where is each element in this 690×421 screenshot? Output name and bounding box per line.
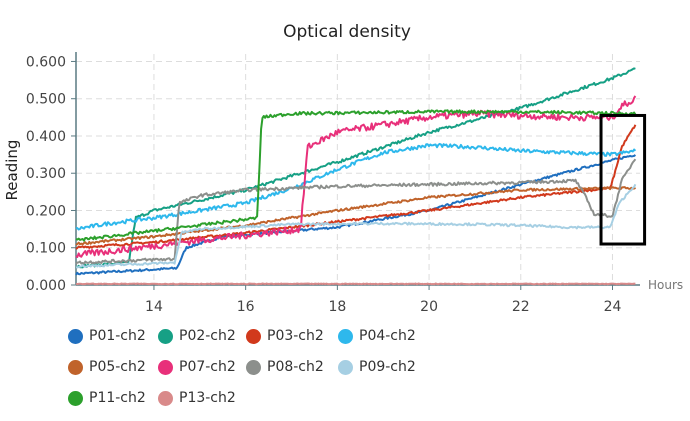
legend-item-P05-ch2[interactable]: P05-ch2: [68, 359, 146, 375]
grid: [76, 54, 640, 286]
legend-label: P01-ch2: [89, 328, 146, 344]
y-tick-label: 0.100: [26, 241, 66, 257]
series-line-P03-ch2: [75, 124, 637, 250]
x-tick-label: 16: [237, 299, 255, 315]
legend-marker-icon: [158, 359, 173, 375]
series-line-P01-ch2: [75, 154, 637, 276]
x-tick-label: 24: [604, 299, 622, 315]
legend-label: P04-ch2: [359, 328, 416, 344]
legend-marker-icon: [158, 390, 173, 406]
legend-label: P08-ch2: [267, 359, 324, 375]
x-tick-label: 22: [512, 299, 530, 315]
legend-label: P02-ch2: [179, 328, 236, 344]
legend-label: P11-ch2: [89, 390, 146, 406]
series-line-P09-ch2: [75, 183, 637, 269]
x-tick-label: 20: [420, 299, 438, 315]
legend-marker-icon: [68, 359, 83, 375]
y-tick-label: 0.600: [26, 54, 66, 70]
legend-marker-icon: [338, 359, 353, 375]
x-tick-labels: 14 16 18 20 22 24: [145, 299, 621, 315]
series-line-P07-ch2: [75, 95, 637, 258]
y-tick-labels: 0.000 0.100 0.200 0.300 0.400 0.500 0.600: [26, 54, 66, 294]
x-tick-label: 18: [328, 299, 346, 315]
legend-item-P13-ch2[interactable]: P13-ch2: [158, 390, 236, 406]
legend-marker-icon: [246, 328, 261, 344]
y-axis-label: Reading: [3, 140, 21, 201]
legend-item-P04-ch2[interactable]: P04-ch2: [338, 328, 416, 344]
y-tick-label: 0.200: [26, 203, 66, 219]
legend-label: P05-ch2: [89, 359, 146, 375]
series-lines: [75, 67, 637, 286]
chart-title: Optical density: [283, 22, 411, 42]
legend-marker-icon: [68, 328, 83, 344]
legend-item-P11-ch2[interactable]: P11-ch2: [68, 390, 146, 406]
series-line-P13-ch2: [75, 282, 636, 286]
series-line-P02-ch2: [75, 67, 636, 269]
legend-label: P03-ch2: [267, 328, 324, 344]
x-axis-label: Hours: [648, 278, 683, 292]
legend-label: P13-ch2: [179, 390, 236, 406]
series-line-P05-ch2: [75, 186, 637, 246]
legend-item-P08-ch2[interactable]: P08-ch2: [246, 359, 324, 375]
legend-item-P07-ch2[interactable]: P07-ch2: [158, 359, 236, 375]
axes: [71, 52, 640, 290]
legend-marker-icon: [338, 328, 353, 344]
legend-item-P03-ch2[interactable]: P03-ch2: [246, 328, 324, 344]
legend-item-P01-ch2[interactable]: P01-ch2: [68, 328, 146, 344]
legend-item-P02-ch2[interactable]: P02-ch2: [158, 328, 236, 344]
y-tick-label: 0.000: [26, 278, 66, 294]
y-tick-label: 0.300: [26, 166, 66, 182]
legend-marker-icon: [246, 359, 261, 375]
series-line-P04-ch2: [75, 142, 637, 231]
legend-marker-icon: [68, 390, 83, 406]
y-tick-label: 0.400: [26, 129, 66, 145]
legend-marker-icon: [158, 328, 173, 344]
highlight-box: [599, 113, 647, 246]
series-line-P11-ch2: [75, 109, 637, 242]
y-tick-label: 0.500: [26, 92, 66, 108]
legend-label: P07-ch2: [179, 359, 236, 375]
legend-label: P09-ch2: [359, 359, 416, 375]
series-line-P08-ch2: [75, 158, 637, 265]
x-tick-label: 14: [145, 299, 163, 315]
legend-item-P09-ch2[interactable]: P09-ch2: [338, 359, 416, 375]
